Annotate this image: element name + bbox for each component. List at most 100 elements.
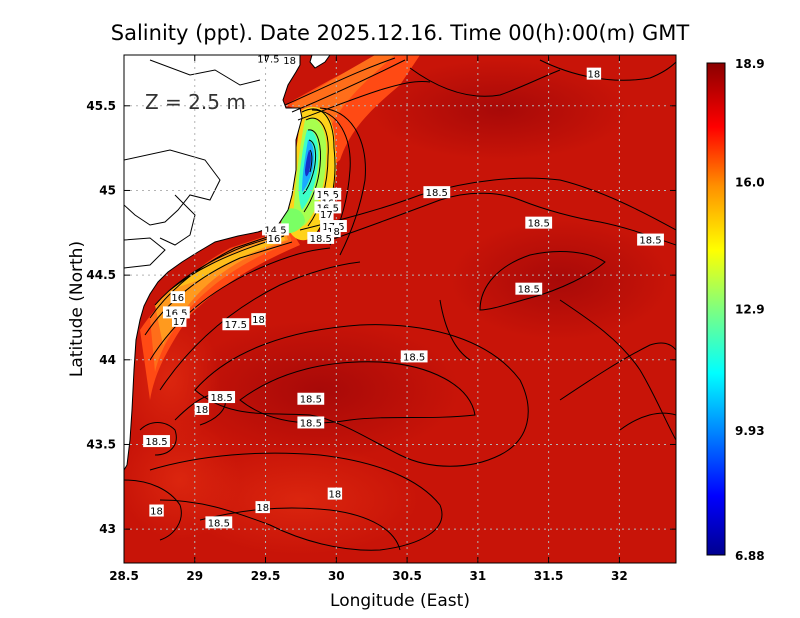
contour-label-text: 18.5 (145, 437, 167, 448)
colorbar: 18.9 16.0 12.9 9.93 6.88 (706, 57, 765, 563)
contour-label: 18.5 (525, 216, 553, 230)
contour-label-text: 18 (588, 70, 601, 81)
contour-label: 18.5 (400, 350, 428, 363)
contour-label-box (307, 231, 335, 244)
contour-label: 18 (586, 67, 602, 81)
contour-label: 18.5 (515, 282, 543, 296)
contour-labels: 17.5181818.518.518.515.51616.51717.51818… (143, 54, 664, 529)
x-axis-label: Longitude (East) (330, 591, 470, 611)
contour-label-box (586, 67, 602, 80)
contour-label-text: 18 (283, 56, 296, 67)
y-tick-label: 45.5 (86, 99, 116, 113)
colorbar-tick-label: 12.9 (735, 303, 765, 317)
contour-label: 18 (149, 504, 164, 518)
contour-label: 17 (319, 208, 334, 221)
grid-lines (124, 55, 676, 563)
contour-label: 18.5 (307, 231, 335, 245)
contour-label: 18 (282, 55, 297, 67)
contour-label-box (208, 391, 236, 404)
y-tick-label: 43.5 (86, 437, 116, 451)
contour-label-box (149, 504, 164, 517)
colorbar-tick-label: 16.0 (735, 176, 765, 190)
contour-label-text: 18.5 (310, 234, 332, 245)
contour-label: 18.5 (297, 416, 325, 429)
y-tick-label: 45 (99, 183, 116, 197)
contour-label-text: 14.5 (264, 225, 286, 236)
contour-label-text: 17.5 (225, 320, 247, 331)
contour-label: 18 (251, 313, 266, 326)
colorbar-gradient (706, 62, 726, 556)
contour-label-text: 18.5 (208, 518, 230, 529)
contour-label: 16 (170, 291, 185, 304)
x-tick-label: 31 (469, 569, 486, 583)
contour-label-box (297, 392, 325, 405)
x-tick-label: 30 (328, 569, 345, 583)
contour-label-text: 18.5 (639, 236, 661, 247)
contour-label-text: 16.5 (165, 308, 187, 319)
contour-label: 18.5 (143, 435, 170, 448)
contour-label-box (172, 314, 187, 327)
contour-label: 18.5 (637, 233, 664, 247)
contour-label-text: 17.5 (257, 54, 279, 65)
colorbar-tick-label: 6.88 (735, 549, 765, 563)
contour-label-text: 17 (320, 210, 333, 221)
contour-label-box (327, 487, 343, 500)
y-tick-label: 43 (99, 522, 116, 536)
colorbar-ticks: 18.9 16.0 12.9 9.93 6.88 (735, 57, 765, 563)
x-tick-label: 30.5 (392, 569, 422, 583)
contour-label-box (637, 233, 664, 246)
contour-label-box (194, 402, 210, 415)
contour-label-text: 18 (195, 405, 208, 416)
contour-label-box (222, 318, 250, 331)
x-tick-label: 32 (611, 569, 628, 583)
contour-label: 17.5 (254, 54, 282, 65)
land (124, 55, 331, 471)
contour-label-box (266, 231, 282, 244)
contour-label: 18.5 (208, 391, 236, 404)
y-tick-label: 44 (99, 353, 116, 367)
contour-label-box (254, 55, 282, 65)
contour-label: 18 (327, 487, 343, 501)
contour-label-text: 18 (256, 503, 269, 514)
contour-label-text: 15.5 (317, 190, 339, 201)
contour-label-box (515, 282, 543, 295)
contour-label: 18 (194, 402, 210, 416)
contour-label-text: 16 (268, 234, 281, 245)
contour-label-text: 18.5 (211, 393, 233, 404)
contour-label-text: 18.5 (300, 418, 322, 429)
x-tick-label: 29.5 (251, 569, 281, 583)
contour-lines (124, 57, 676, 551)
contour-label: 18.5 (423, 186, 451, 199)
contour-label: 18.5 (205, 516, 233, 529)
contour-label-box (400, 350, 428, 363)
contour-label-text: 18.5 (518, 285, 540, 296)
depth-annotation: Z = 2.5 m (145, 90, 246, 114)
x-tick-label: 28.5 (109, 569, 139, 583)
contour-label-text: 18 (150, 507, 163, 518)
contour-label-text: 18.5 (300, 395, 322, 406)
contour-label: 18.5 (297, 392, 325, 406)
contour-label-box (205, 516, 233, 529)
y-axis-label: Latitude (North) (67, 241, 87, 377)
contour-label-text: 18.5 (426, 188, 448, 199)
contour-label-text: 17 (173, 317, 186, 328)
contour-label: 17.5 (222, 318, 250, 331)
plot-area: Z = 2.5 m 17.5181818.518.518.515.51616.5… (124, 54, 676, 563)
contour-label-box (423, 186, 451, 199)
y-tick-label: 44.5 (86, 268, 116, 282)
contour-label-text: 18.5 (403, 352, 425, 363)
y-axis: 43 43.5 44 44.5 45 45.5 (86, 99, 676, 536)
contour-label-box (282, 55, 297, 67)
contour-label-text: 18.5 (528, 219, 550, 230)
contour-label: 18 (255, 501, 270, 514)
colorbar-tick-label: 9.93 (735, 424, 765, 438)
contour-label-box (255, 501, 270, 514)
contour-label-box (143, 435, 170, 448)
contour-label-box (319, 208, 334, 221)
contour-label-box (297, 416, 325, 429)
contour-label: 17 (172, 314, 187, 328)
contour-label-box (525, 216, 553, 229)
x-tick-label: 29 (186, 569, 203, 583)
contour-label-text: 18 (252, 315, 265, 326)
